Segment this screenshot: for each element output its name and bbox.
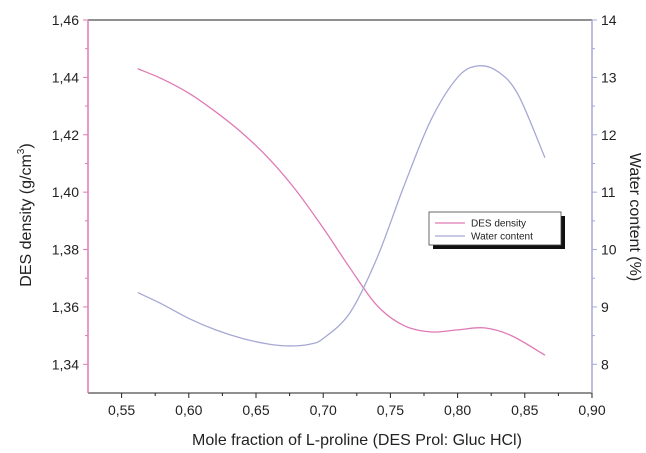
x-tick-label: 0,70: [310, 402, 337, 418]
x-tick-label: 0,90: [578, 402, 605, 418]
legend-label: Water content: [471, 232, 533, 243]
x-tick-label: 0,75: [377, 402, 404, 418]
y-axis-left-title-main: DES density (g/cm: [18, 154, 35, 286]
y-right-tick-label: 12: [601, 127, 617, 143]
legend-box: [428, 211, 562, 246]
y-right-tick-label: 8: [601, 356, 609, 372]
series-line-water-content: [137, 65, 546, 347]
x-tick-label: 0,60: [175, 402, 202, 418]
y-left-tick-label: 1,46: [52, 12, 79, 28]
y-left-tick-label: 1,44: [52, 69, 79, 85]
y-right-tick-label: 11: [601, 184, 616, 200]
y-axis-right-title: Water content (%): [626, 153, 643, 281]
y-right-tick-label: 13: [601, 69, 617, 85]
series-group: [137, 65, 546, 356]
y-right-tick-label: 9: [601, 299, 609, 315]
x-tick-label: 0,65: [242, 402, 269, 418]
y-left-tick-label: 1,36: [52, 299, 79, 315]
legend-label: DES density: [471, 219, 526, 230]
series-line-des-density: [137, 68, 546, 356]
y-right-tick-label: 14: [601, 12, 617, 28]
y-left-tick-label: 1,34: [52, 356, 79, 372]
y-left-tick-label: 1,42: [52, 127, 79, 143]
y-right-tick-label: 10: [601, 242, 617, 258]
legend: DES density Water content: [428, 211, 565, 249]
y-axis-left-title-end: ): [18, 143, 35, 148]
y-left-tick-label: 1,40: [52, 184, 79, 200]
x-axis-title: Mole fraction of L-proline (DES Prol: Gl…: [192, 432, 522, 449]
y-left-tick-label: 1,38: [52, 242, 79, 258]
y-axis-left-title: DES density (g/cm3): [16, 143, 35, 286]
axis-ticks: 0,55 0,60 0,65 0,70 0,75 0,80 0,85 0,90 1,34 1,36…: [52, 12, 617, 418]
plot-frame: [87, 19, 593, 394]
x-tick-label: 0,80: [444, 402, 471, 418]
y-axis-left-title-superscript: 3: [16, 148, 27, 154]
x-tick-label: 0,55: [108, 402, 135, 418]
x-tick-label: 0,85: [511, 402, 538, 418]
